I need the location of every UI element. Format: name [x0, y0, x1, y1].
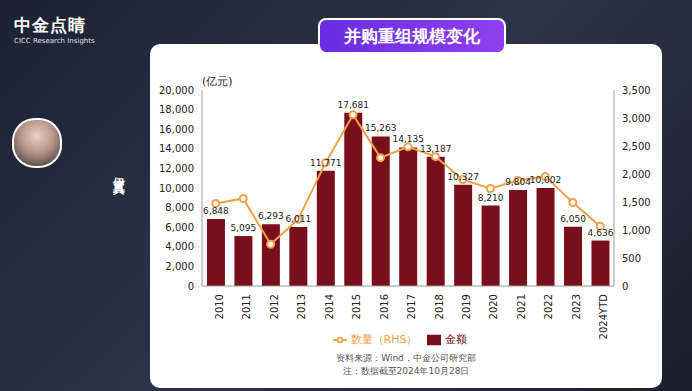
svg-text:8,000: 8,000 [165, 202, 194, 213]
svg-text:2017: 2017 [406, 294, 417, 319]
html-text:中金点睛: 中金点睛 [14, 15, 86, 35]
svg-text:6,050: 6,050 [560, 214, 586, 224]
html-text:金额: 金额 [445, 333, 468, 346]
html-text:数量（RHS）: 数量（RHS） [350, 333, 418, 346]
svg-text:15,263: 15,263 [365, 123, 397, 133]
svg-text:5,095: 5,095 [231, 223, 257, 233]
svg-text:2,000: 2,000 [622, 169, 651, 180]
svg-text:2011: 2011 [241, 294, 252, 319]
svg-text:1,000: 1,000 [622, 225, 651, 236]
svg-text:16,000: 16,000 [159, 124, 194, 135]
svg-text:3,500: 3,500 [622, 85, 651, 96]
svg-text:8,210: 8,210 [478, 193, 504, 203]
svg-text:10,002: 10,002 [530, 175, 562, 185]
svg-text:14,135: 14,135 [392, 134, 424, 145]
svg-text:2015: 2015 [351, 294, 362, 319]
svg-text:4,636: 4,636 [588, 228, 614, 238]
svg-text:13,187: 13,187 [420, 144, 452, 154]
svg-text:2,000: 2,000 [165, 261, 194, 272]
svg-text:2,500: 2,500 [622, 141, 651, 152]
svg-text:11,771: 11,771 [310, 158, 342, 168]
svg-text:18,000: 18,000 [159, 104, 194, 115]
svg-text:17,681: 17,681 [338, 100, 370, 110]
html-text:伊真真: 伊真真 [112, 168, 126, 174]
svg-text:10,327: 10,327 [447, 172, 479, 182]
svg-text:10,000: 10,000 [159, 183, 194, 194]
svg-text:2018: 2018 [434, 294, 445, 319]
svg-text:0: 0 [622, 281, 628, 292]
svg-text:1,500: 1,500 [622, 197, 651, 208]
html-text:并购重组规模变化: 并购重组规模变化 [344, 26, 480, 46]
svg-text:4,000: 4,000 [165, 241, 194, 252]
svg-text:12,000: 12,000 [159, 163, 194, 174]
svg-text:2016: 2016 [379, 294, 390, 319]
svg-text:2021: 2021 [516, 294, 527, 319]
html-text:注：数据截至2024年10月28日: 注：数据截至2024年10月28日 [342, 366, 470, 376]
svg-text:500: 500 [622, 253, 641, 264]
svg-text:6,011: 6,011 [285, 214, 311, 224]
html-text:CICC Research Insights: CICC Research Insights [14, 37, 95, 45]
svg-text:6,293: 6,293 [258, 211, 284, 221]
svg-text:9,804: 9,804 [505, 177, 531, 187]
svg-text:14,000: 14,000 [159, 143, 194, 154]
svg-text:2012: 2012 [269, 294, 280, 319]
svg-text:6,848: 6,848 [203, 206, 229, 216]
svg-text:0: 0 [188, 281, 194, 292]
svg-text:2020: 2020 [489, 294, 500, 319]
svg-text:20,000: 20,000 [159, 85, 194, 96]
svg-text:2010: 2010 [214, 294, 225, 319]
svg-text:2022: 2022 [543, 294, 554, 319]
html-text:资料来源：Wind，中金公司研究部: 资料来源：Wind，中金公司研究部 [336, 353, 476, 363]
svg-text:2023: 2023 [571, 294, 582, 319]
svg-text:2014: 2014 [324, 294, 335, 319]
svg-text:2019: 2019 [461, 294, 472, 319]
svg-text:2013: 2013 [296, 294, 307, 319]
svg-text:6,000: 6,000 [165, 222, 194, 233]
svg-text:3,000: 3,000 [622, 113, 651, 124]
svg-text:2024YTD: 2024YTD [598, 294, 609, 340]
html-text:(亿元): (亿元) [202, 75, 233, 88]
